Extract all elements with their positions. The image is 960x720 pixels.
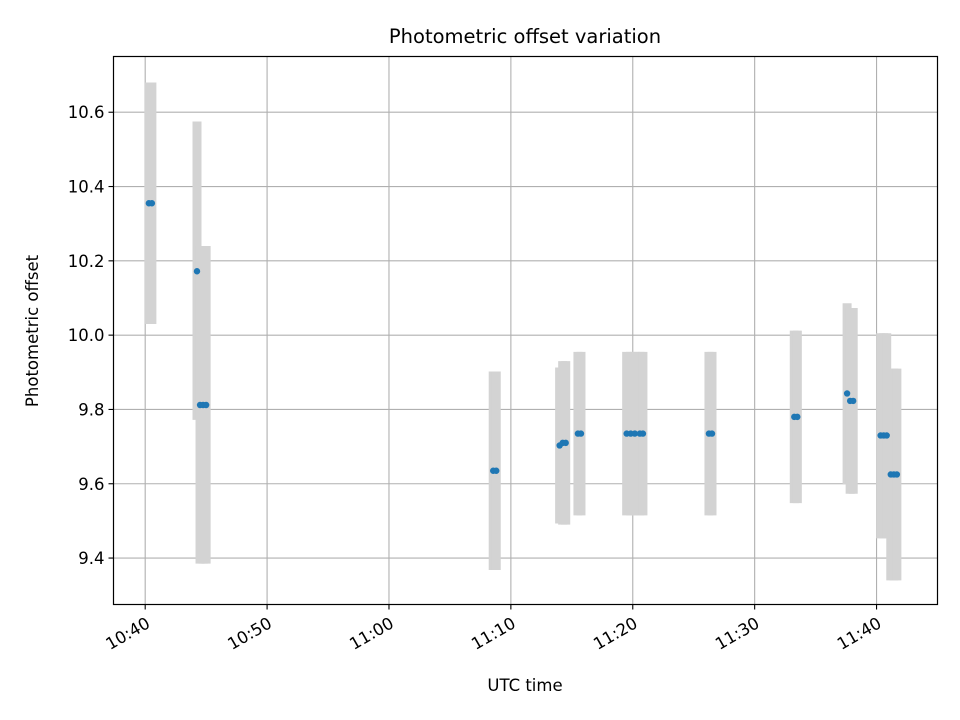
data-point — [562, 439, 569, 447]
y-tick-label: 10.2 — [68, 252, 105, 271]
data-point — [631, 430, 638, 437]
data-point — [493, 467, 500, 474]
y-tick-label: 9.6 — [78, 475, 104, 494]
data-point — [893, 471, 901, 478]
y-axis-label: Photometric offset — [23, 254, 42, 407]
data-point — [843, 390, 851, 397]
data-point — [794, 413, 801, 421]
plot-frame — [112, 55, 939, 606]
y-tick-label: 9.4 — [78, 549, 104, 568]
y-tick-label: 10.4 — [68, 178, 105, 197]
data-point — [849, 397, 857, 405]
y-tick-label: 10.0 — [68, 326, 105, 345]
data-point — [148, 200, 156, 207]
data-point — [639, 430, 647, 437]
y-tick-label: 9.8 — [78, 400, 104, 419]
grid-lines — [113, 56, 938, 605]
data-points — [145, 200, 901, 478]
data-point — [577, 430, 585, 437]
y-tick-label: 10.6 — [68, 103, 105, 122]
data-point — [202, 401, 210, 409]
x-axis-label: UTC time — [487, 676, 562, 695]
y-axis-ticks: 9.4 9.6 9.8 10.0 10.2 10.4 10.6 — [68, 103, 114, 568]
data-point — [708, 430, 716, 437]
chart-title: Photometric offset variation — [389, 25, 661, 48]
data-point — [883, 432, 890, 439]
data-point — [193, 268, 201, 275]
